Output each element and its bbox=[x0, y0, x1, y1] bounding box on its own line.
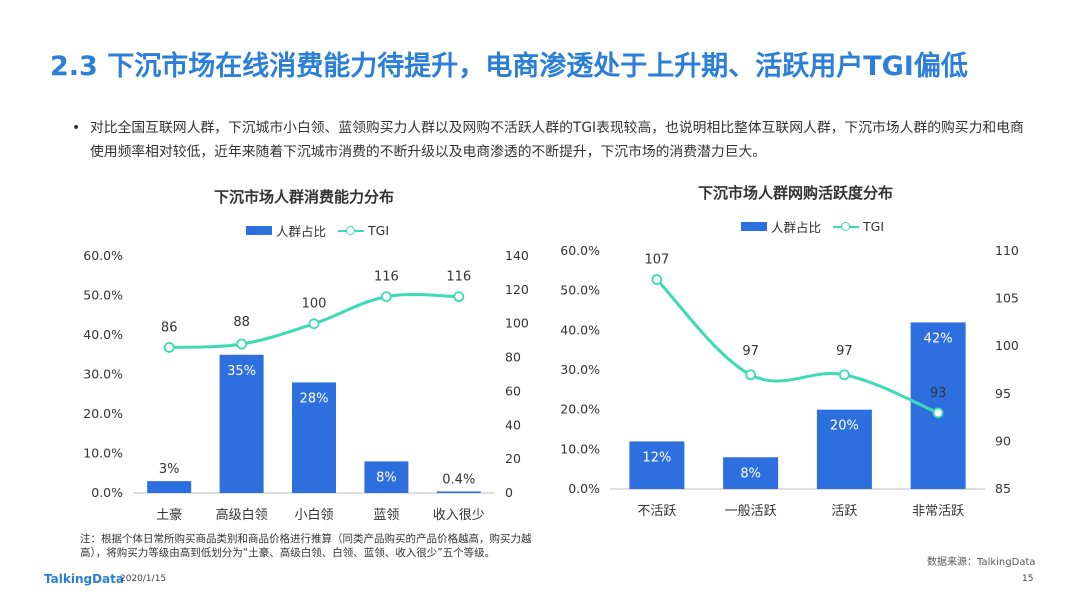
footer-date: 2020/1/15 bbox=[120, 574, 167, 584]
tgi-point bbox=[651, 274, 663, 285]
bar-value-label: 35% bbox=[227, 364, 256, 379]
summary-text: 对比全国互联网人群，下沉城市小白领、蓝领购买力人群以及网购不活跃人群的TGI表现… bbox=[90, 120, 1024, 160]
y-right-tick-label: 120 bbox=[505, 282, 529, 297]
page-title: 2.3 下沉市场在线消费能力待提升，电商渗透处于上升期、活跃用户TGI偏低 bbox=[50, 51, 968, 82]
bullet-dot: • bbox=[72, 120, 81, 136]
y-right-tick-label: 95 bbox=[995, 386, 1011, 401]
y-right-tick-label: 100 bbox=[995, 338, 1019, 353]
x-tick-label: 一般活跃 bbox=[725, 503, 777, 519]
bar-value-label: 28% bbox=[300, 391, 329, 406]
x-tick-label: 不活跃 bbox=[637, 504, 676, 519]
bar-value-label: 42% bbox=[924, 331, 953, 346]
legend-line-label: TGI bbox=[863, 219, 885, 234]
y-left-tick-label: 20.0% bbox=[83, 406, 123, 421]
tgi-value-label: 88 bbox=[233, 315, 250, 330]
tgi-value-label: 97 bbox=[836, 344, 853, 359]
tgi-value-label: 116 bbox=[446, 270, 471, 285]
page-number: 15 bbox=[1022, 574, 1034, 584]
y-left-tick-label: 50.0% bbox=[560, 283, 600, 298]
bar-value-label: 8% bbox=[740, 466, 761, 481]
y-left-tick-label: 60.0% bbox=[560, 243, 600, 258]
tgi-value-label: 107 bbox=[644, 253, 669, 268]
y-left-tick-label: 60.0% bbox=[83, 248, 123, 263]
tgi-point bbox=[236, 338, 248, 350]
bar-value-label: 0.4% bbox=[442, 472, 475, 487]
x-tick-label: 小白领 bbox=[294, 507, 333, 523]
tgi-point bbox=[163, 342, 175, 353]
y-right-tick-label: 40 bbox=[505, 417, 521, 432]
chart2-title: 下沉市场人群网购活跃度分布 bbox=[698, 184, 894, 202]
y-left-tick-label: 50.0% bbox=[83, 288, 123, 303]
tgi-value-label: 100 bbox=[302, 297, 327, 312]
tgi-point bbox=[838, 369, 850, 381]
bar bbox=[629, 441, 685, 489]
bar-value-label: 20% bbox=[830, 419, 859, 434]
y-left-tick-label: 10.0% bbox=[560, 441, 600, 456]
data-source: 数据来源：TalkingData bbox=[927, 557, 1036, 568]
y-right-tick-label: 85 bbox=[995, 481, 1011, 496]
y-left-tick-label: 10.0% bbox=[83, 446, 123, 461]
y-right-tick-label: 100 bbox=[505, 316, 529, 331]
bar bbox=[910, 322, 966, 489]
brand-logo: TalkingData bbox=[44, 572, 124, 586]
x-tick-label: 土豪 bbox=[156, 507, 182, 523]
bar bbox=[723, 457, 779, 489]
y-right-tick-label: 90 bbox=[995, 433, 1011, 448]
footnote: 注：根据个体日常所购买商品类别和商品价格进行推算（同类产品购买的产品价格越高，购… bbox=[80, 533, 532, 559]
x-tick-label: 非常活跃 bbox=[912, 504, 964, 519]
tgi-point bbox=[453, 291, 465, 303]
y-right-tick-label: 20 bbox=[505, 451, 521, 466]
y-left-tick-label: 40.0% bbox=[83, 327, 123, 342]
x-tick-label: 蓝领 bbox=[373, 508, 399, 523]
chart2-legend: 人群占比 TGI bbox=[741, 217, 884, 236]
tgi-value-label: 86 bbox=[161, 320, 178, 335]
y-left-tick-label: 20.0% bbox=[560, 402, 600, 417]
legend-line-label: TGI bbox=[368, 223, 390, 238]
tgi-value-label: 97 bbox=[742, 344, 759, 359]
y-right-tick-label: 0 bbox=[505, 485, 513, 500]
chart1-title: 下沉市场人群消费能力分布 bbox=[214, 188, 395, 206]
y-left-tick-label: 30.0% bbox=[560, 362, 600, 377]
legend-bar-label: 人群占比 bbox=[771, 220, 822, 235]
y-left-tick-label: 30.0% bbox=[83, 367, 123, 382]
bar bbox=[292, 382, 336, 493]
bar bbox=[816, 409, 872, 489]
bar bbox=[147, 481, 192, 493]
bar bbox=[364, 461, 409, 493]
bar bbox=[219, 354, 264, 493]
bar bbox=[436, 491, 481, 493]
bar-value-label: 3% bbox=[159, 462, 180, 477]
y-left-tick-label: 40.0% bbox=[560, 322, 600, 337]
x-tick-label: 收入很少 bbox=[433, 508, 485, 523]
y-left-tick-label: 0.0% bbox=[568, 481, 600, 496]
legend-bar-label: 人群占比 bbox=[276, 224, 327, 239]
y-right-tick-label: 110 bbox=[995, 243, 1019, 258]
legend-bar-swatch bbox=[246, 226, 272, 235]
tgi-point bbox=[745, 369, 757, 381]
y-left-tick-label: 0.0% bbox=[91, 485, 123, 500]
chart1-legend: 人群占比 TGI bbox=[246, 221, 389, 240]
y-right-tick-label: 80 bbox=[505, 350, 521, 365]
tgi-line bbox=[655, 278, 939, 415]
tgi-value-label: 93 bbox=[930, 386, 947, 401]
legend-line-swatch bbox=[338, 225, 365, 236]
y-right-tick-label: 105 bbox=[995, 291, 1019, 306]
tgi-point bbox=[308, 318, 320, 330]
tgi-value-label: 116 bbox=[374, 270, 399, 285]
y-right-tick-label: 60 bbox=[505, 383, 521, 398]
legend-bar-swatch bbox=[741, 222, 767, 231]
x-tick-label: 高级白领 bbox=[216, 507, 268, 523]
legend-line-swatch bbox=[833, 221, 860, 232]
bar-value-label: 12% bbox=[642, 450, 671, 465]
x-tick-label: 活跃 bbox=[831, 504, 857, 519]
tgi-point bbox=[932, 407, 944, 419]
y-right-tick-label: 140 bbox=[505, 248, 529, 263]
bar-value-label: 8% bbox=[376, 470, 397, 485]
tgi-point bbox=[380, 291, 392, 303]
